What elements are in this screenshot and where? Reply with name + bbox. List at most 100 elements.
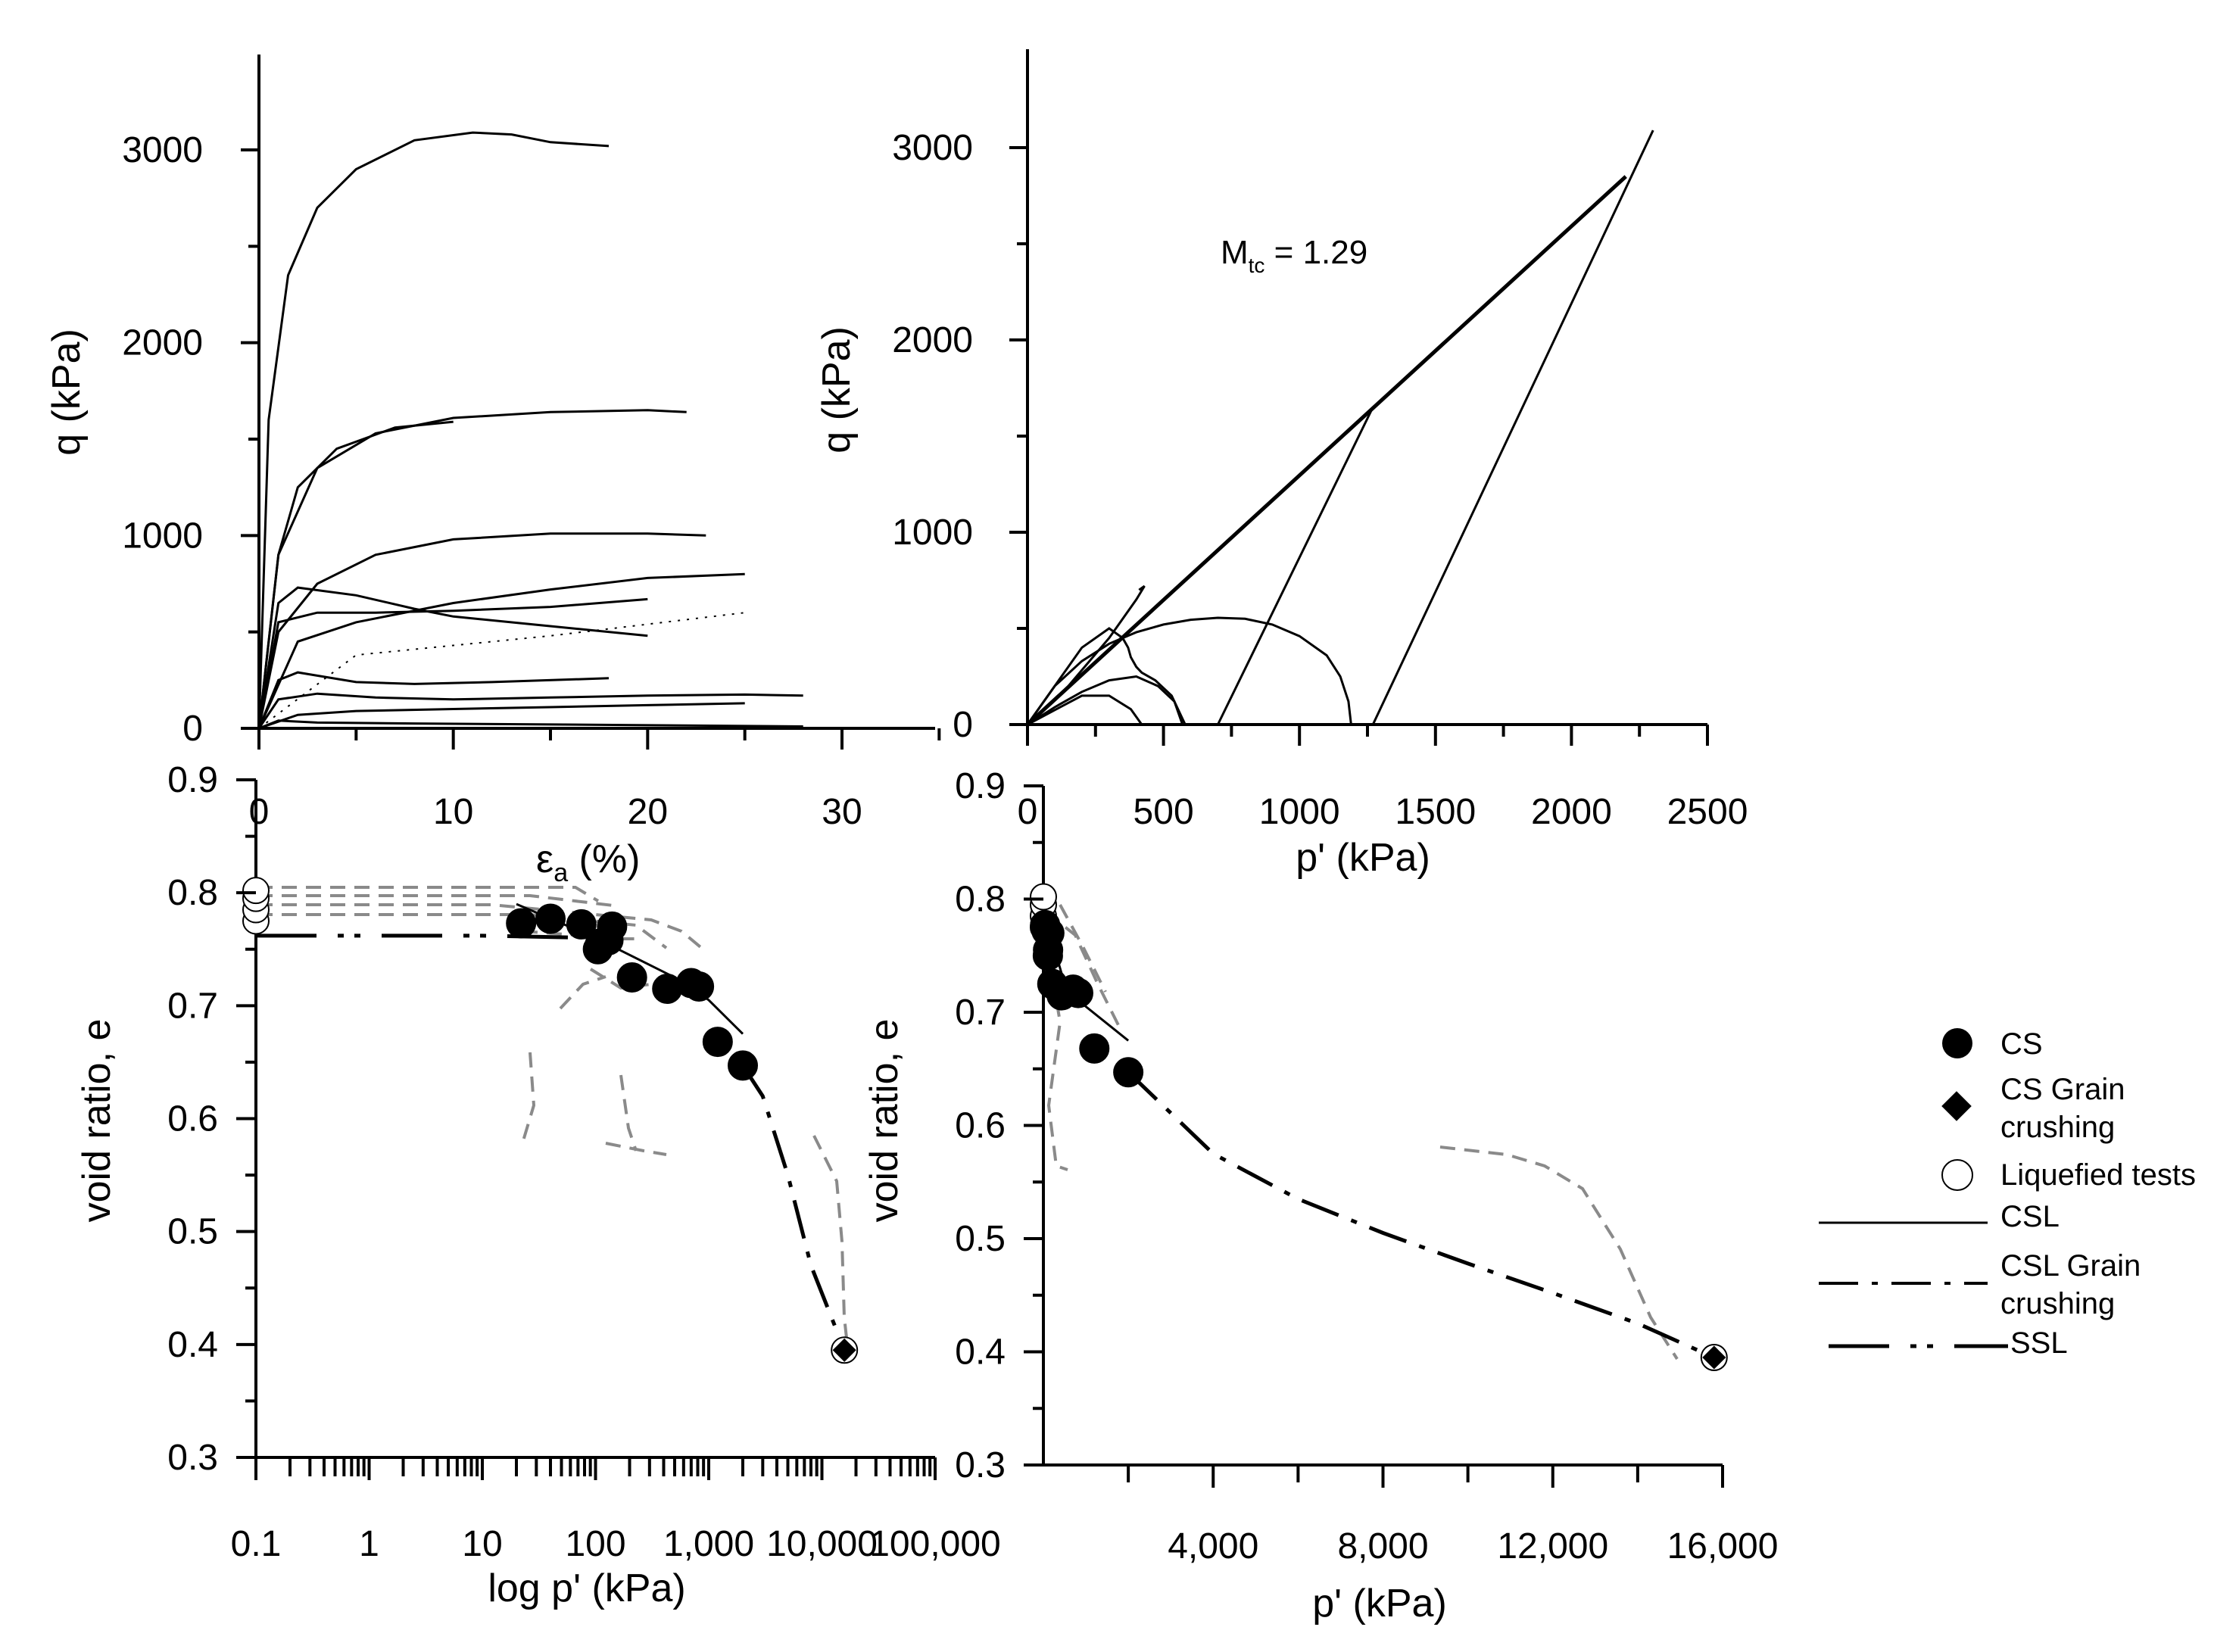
legend-liq-marker — [1941, 1159, 1973, 1191]
p3-x-tick-label: 100,000 — [869, 1524, 1001, 1564]
p2-x-tick-label: 0 — [1018, 792, 1038, 832]
p4-y-tick-label: 0.6 — [955, 1106, 1006, 1146]
p3-test-path-1 — [257, 886, 600, 902]
p4-y-tick-label: 0.5 — [955, 1219, 1006, 1259]
panel-q-vs-p: 0 1000 2000 3000 0 500 1000 1500 2000 2500 q (kPa… — [815, 49, 1748, 880]
p3-ssl-line — [256, 934, 596, 940]
p3-test-path-3 — [257, 903, 706, 952]
p3-test-path-7 — [521, 1052, 536, 1144]
p3-y-tick-label: 0.6 — [167, 1099, 218, 1139]
mtc-sub: tc — [1249, 254, 1265, 277]
p4-cs-point — [1113, 1057, 1144, 1088]
legend-cslg-label-2: crushing — [2000, 1287, 2115, 1320]
p3-y-tick-label: 0.3 — [167, 1438, 218, 1478]
p4-y-tick-label: 0.9 — [955, 766, 1006, 806]
p4-grain-point — [1702, 1345, 1726, 1370]
p3-y-tick-label: 0.5 — [167, 1212, 218, 1252]
p4-test-path-2 — [1046, 953, 1068, 1171]
legend-grain-label-1: CS Grain — [2000, 1073, 2125, 1106]
p4-y-tick-label: 0.8 — [955, 880, 1006, 920]
p2-y-tick-label: 0 — [953, 705, 973, 745]
p1-y-tick-label: 3000 — [122, 130, 203, 170]
p3-cs-point — [684, 971, 715, 1002]
legend-csl-label: CSL — [2000, 1200, 2060, 1233]
p3-cs-point — [728, 1050, 759, 1081]
p3-x-tick-label: 1,000 — [663, 1524, 754, 1564]
p3-test-path-6 — [559, 975, 607, 1010]
p3-grain-point — [832, 1338, 856, 1362]
p3-x-tick-label: 10 — [462, 1524, 502, 1564]
p2-stress-path-1 — [1371, 129, 1654, 725]
p3-x-tick-label: 10,000 — [766, 1524, 878, 1564]
p4-y-tick-label: 0.3 — [955, 1445, 1006, 1485]
p2-stress-path-3 — [1026, 616, 1352, 725]
p3-x-tick-label: 0.1 — [231, 1524, 282, 1564]
panel-e-vs-logp: 0.30.40.50.60.70.80.90.1 1 10 100 1,000 10,00… — [75, 760, 1001, 1610]
p4-cs-point — [1062, 977, 1093, 1008]
p3-x-tick-label: 100 — [565, 1524, 625, 1564]
p1-x-label-main: ε — [536, 837, 554, 881]
p1-curve-4 — [257, 532, 706, 729]
p2-stress-path-2 — [1217, 407, 1374, 725]
p2-x-tick-label: 2000 — [1531, 792, 1612, 832]
legend-ssl-label: SSL — [2010, 1326, 2068, 1360]
p3-y-axis-label: void ratio, e — [75, 1019, 119, 1223]
legend-liq-label: Liquefied tests — [2000, 1158, 2196, 1192]
p1-y-tick-label: 0 — [182, 709, 203, 749]
p2-csl-line — [1026, 175, 1627, 726]
p1-y-tick-label: 1000 — [122, 516, 203, 556]
p2-stress-path-7 — [1026, 584, 1146, 726]
p1-curve-2 — [257, 409, 687, 729]
legend: CS CS Grain crushing Liquefied tests CSL… — [1819, 1027, 2196, 1360]
p4-y-tick-label: 0.4 — [955, 1333, 1006, 1373]
p1-curve-9 — [257, 692, 803, 729]
p2-y-tick-label: 3000 — [892, 128, 973, 168]
p4-csl-grain-line — [1127, 1071, 1715, 1360]
p1-x-label-sub: a — [554, 859, 568, 887]
p4-x-tick-label: 4,000 — [1168, 1526, 1258, 1566]
p3-x-axis-label: log p' (kPa) — [488, 1566, 685, 1610]
mtc-value: = 1.29 — [1264, 234, 1367, 271]
p1-curve-5 — [257, 572, 745, 729]
p3-test-path-8 — [619, 1074, 638, 1152]
p4-y-axis-label: void ratio, e — [862, 1019, 906, 1223]
legend-grain-marker — [1941, 1091, 1972, 1121]
p1-curve-10 — [258, 702, 745, 730]
p1-curve-6 — [257, 586, 648, 729]
p3-cs-point — [616, 962, 647, 993]
p3-y-tick-label: 0.9 — [167, 760, 218, 800]
p2-x-tick-label: 1500 — [1395, 792, 1476, 832]
p1-x-tick-label: 10 — [433, 792, 473, 832]
p3-csl-grain-line — [741, 1064, 847, 1351]
p3-cs-point — [702, 1027, 733, 1058]
p1-x-tick-label: 0 — [249, 792, 270, 832]
p4-x-tick-label: 16,000 — [1667, 1526, 1779, 1566]
p2-x-tick-label: 1000 — [1259, 792, 1340, 832]
p1-x-tick-label: 20 — [628, 792, 668, 832]
p1-y-axis-label: q (kPa) — [45, 329, 89, 456]
legend-cs-marker — [1942, 1028, 1972, 1058]
p1-x-axis-label: εa (%) — [536, 837, 640, 887]
p3-cs-point — [535, 903, 566, 934]
p1-curve-7 — [257, 597, 648, 729]
p3-test-path-9 — [605, 1142, 667, 1156]
p4-x-axis-label: p' (kPa) — [1312, 1582, 1447, 1626]
p3-x-tick-label: 1 — [359, 1524, 379, 1564]
mtc-annotation: Mtc = 1.29 — [1221, 234, 1367, 277]
p4-test-path-4 — [1439, 1145, 1679, 1361]
p4-x-tick-label: 8,000 — [1337, 1526, 1428, 1566]
p2-y-tick-label: 2000 — [892, 320, 973, 360]
p2-x-axis-label: p' (kPa) — [1296, 836, 1430, 880]
mtc-main: M — [1221, 234, 1249, 271]
p1-x-tick-label: 30 — [822, 792, 862, 832]
p2-x-tick-label: 2500 — [1667, 792, 1748, 832]
p4-cs-point — [1079, 1033, 1110, 1064]
p2-y-tick-label: 1000 — [892, 513, 973, 553]
p2-x-tick-label: 500 — [1134, 792, 1194, 832]
p1-curve-1 — [257, 131, 610, 729]
p1-x-label-unit: (%) — [568, 837, 640, 881]
legend-grain-label-2: crushing — [2000, 1111, 2115, 1144]
p1-curve-8 — [257, 671, 610, 729]
p3-y-tick-label: 0.4 — [167, 1325, 218, 1365]
